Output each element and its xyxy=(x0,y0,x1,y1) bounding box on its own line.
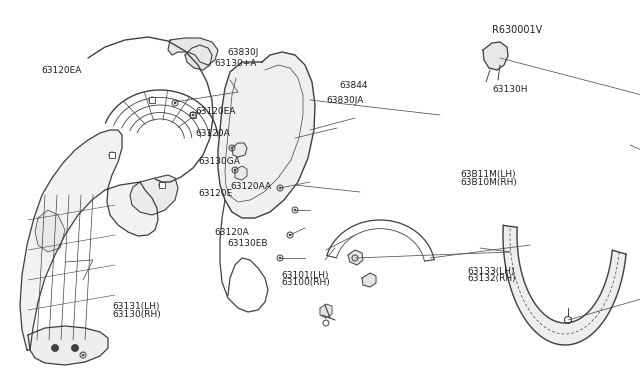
Circle shape xyxy=(231,147,233,149)
Text: 63B11M(LH): 63B11M(LH) xyxy=(461,170,516,179)
Bar xyxy=(159,182,165,188)
Circle shape xyxy=(174,102,176,104)
Text: 63120A: 63120A xyxy=(195,129,230,138)
Circle shape xyxy=(279,257,281,259)
Text: 63120A: 63120A xyxy=(214,228,249,237)
Polygon shape xyxy=(362,273,376,287)
Polygon shape xyxy=(130,175,178,215)
Polygon shape xyxy=(168,38,218,65)
Text: 63100(RH): 63100(RH) xyxy=(282,278,330,287)
Circle shape xyxy=(192,114,194,116)
Bar xyxy=(149,97,155,103)
Circle shape xyxy=(289,234,291,236)
Text: 63830JA: 63830JA xyxy=(326,96,364,105)
Text: R630001V: R630001V xyxy=(492,25,542,35)
Polygon shape xyxy=(232,143,247,157)
Text: 63131(LH): 63131(LH) xyxy=(112,302,159,311)
Text: 63844: 63844 xyxy=(339,81,368,90)
Text: 63101(LH): 63101(LH) xyxy=(282,271,329,280)
Polygon shape xyxy=(483,42,508,70)
Circle shape xyxy=(82,354,84,356)
Text: 63130(RH): 63130(RH) xyxy=(112,310,161,319)
Polygon shape xyxy=(28,326,108,365)
Circle shape xyxy=(72,344,79,352)
Text: 63830J: 63830J xyxy=(227,48,259,57)
Polygon shape xyxy=(235,166,247,180)
Text: 63120EA: 63120EA xyxy=(195,107,236,116)
Bar xyxy=(109,152,115,158)
Polygon shape xyxy=(20,130,158,350)
Circle shape xyxy=(294,209,296,211)
Text: 63130GA: 63130GA xyxy=(198,157,240,166)
Text: 63133(LH): 63133(LH) xyxy=(467,267,515,276)
Text: 63B10M(RH): 63B10M(RH) xyxy=(461,178,518,187)
Circle shape xyxy=(279,187,281,189)
Polygon shape xyxy=(348,250,363,265)
Polygon shape xyxy=(35,210,65,252)
Circle shape xyxy=(234,169,236,171)
Text: 63120AA: 63120AA xyxy=(230,182,271,190)
Text: 63130H: 63130H xyxy=(493,85,528,94)
Polygon shape xyxy=(185,45,212,70)
Circle shape xyxy=(51,344,58,352)
Text: 63130EB: 63130EB xyxy=(227,239,268,248)
Text: 63120EA: 63120EA xyxy=(42,66,82,75)
Text: 63120E: 63120E xyxy=(198,189,233,198)
Polygon shape xyxy=(503,225,626,345)
Polygon shape xyxy=(320,304,332,318)
Text: 63132(RH): 63132(RH) xyxy=(467,275,516,283)
Bar xyxy=(190,112,196,118)
Polygon shape xyxy=(218,52,315,218)
Text: 63130+A: 63130+A xyxy=(214,59,257,68)
